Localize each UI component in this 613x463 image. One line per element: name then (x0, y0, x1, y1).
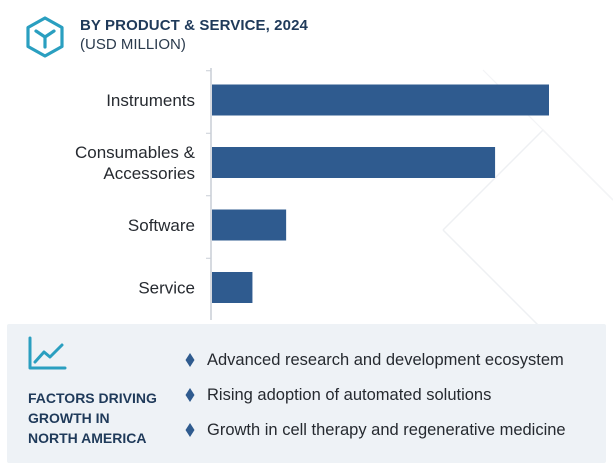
factors-title-line: GROWTH IN (28, 410, 110, 426)
chart-header: BY PRODUCT & SERVICE, 2024 (USD MILLION) (24, 14, 424, 60)
chart-title: BY PRODUCT & SERVICE, 2024 (80, 17, 308, 34)
bar (212, 147, 496, 178)
diamond-bullet-icon (185, 353, 195, 367)
cube-outline-icon (26, 16, 64, 58)
diamond-bullet-icon (185, 388, 195, 402)
bar (212, 272, 253, 303)
factor-text: Rising adoption of automated solutions (207, 386, 492, 404)
category-label: Service (138, 279, 195, 298)
bar-chart: Instruments Consumables & Accessories Softw… (75, 68, 549, 320)
growth-factors-panel: FACTORS DRIVING GROWTH IN NORTH AMERICA … (7, 324, 606, 463)
bar (212, 209, 287, 241)
line-trend-icon (28, 336, 67, 370)
factor-text: Growth in cell therapy and regenerative … (207, 421, 566, 439)
factors-title-line: NORTH AMERICA (28, 430, 147, 446)
diamond-bullet-icon (185, 423, 195, 437)
category-label: Software (128, 216, 195, 235)
category-label: Consumables & Accessories (75, 143, 196, 183)
bar (212, 84, 549, 116)
chart-subtitle: (USD MILLION) (80, 36, 186, 53)
factor-text: Advanced research and development ecosys… (207, 351, 564, 369)
factors-title-line: FACTORS DRIVING (28, 390, 157, 406)
factors-title: FACTORS DRIVING GROWTH IN NORTH AMERICA (28, 388, 188, 448)
category-label: Instruments (106, 91, 195, 110)
